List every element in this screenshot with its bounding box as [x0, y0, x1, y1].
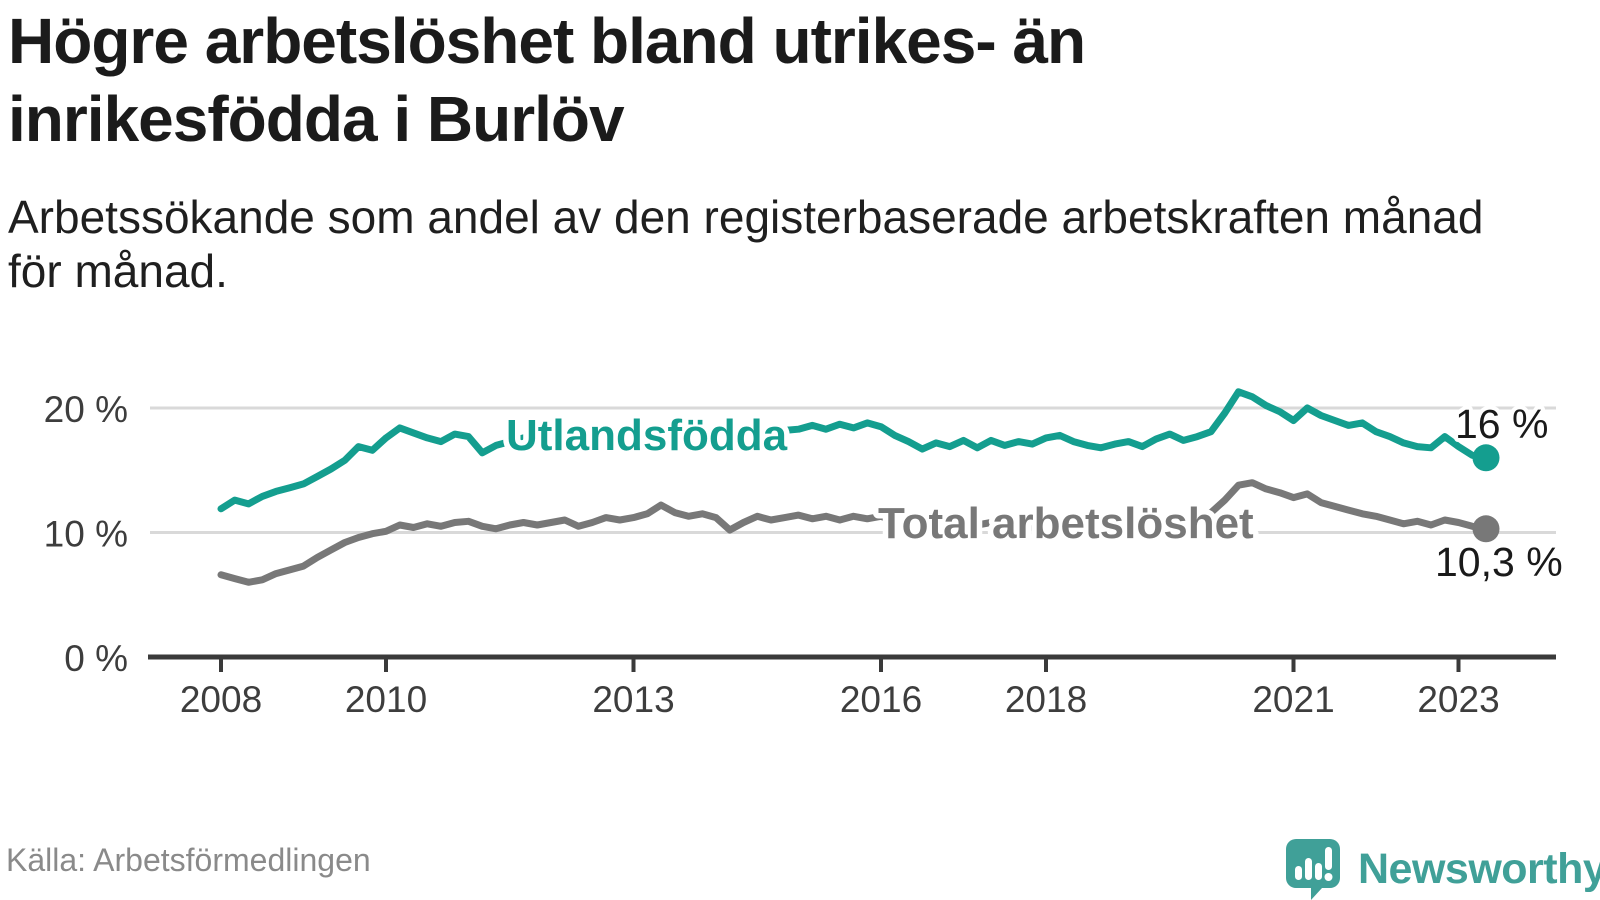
x-axis-label-2021: 2021: [1252, 679, 1334, 720]
utlandsfodda-line: [217, 388, 1490, 513]
bar-3: [1315, 863, 1322, 880]
page-title-line1: Högre arbetslöshet bland utrikes- än: [8, 5, 1086, 77]
total-arbetsloshet-end-value-label: 10,3 %: [1435, 539, 1563, 585]
chart-subtitle-line1: Arbetssökande som andel av den registerb…: [8, 191, 1484, 243]
total-arbetsloshet-series-label: Total arbetslöshet: [878, 499, 1254, 548]
x-axis-label-2018: 2018: [1005, 679, 1087, 720]
y-axis-label-20: 20 %: [44, 389, 128, 430]
y-axis-label-0: 0 %: [64, 638, 128, 679]
source-note: Källa: Arbetsförmedlingen: [6, 842, 371, 878]
x-axis-ticks: [219, 657, 1461, 672]
newsworthy-logo-icon: [1286, 839, 1340, 900]
utlandsfodda-series-label: Utlandsfödda: [506, 411, 788, 460]
x-axis-label-2010: 2010: [345, 679, 427, 720]
total-arbetsloshet-end-dot: [1472, 515, 1500, 543]
chart-subtitle-line2: för månad.: [8, 245, 228, 297]
exclamation-bar: [1325, 847, 1332, 870]
x-axis-labels: 2008 2010 2013 2016 2018 2021 2023: [180, 679, 1500, 720]
utlandsfodda-end-dot: [1472, 444, 1500, 472]
bar-2: [1305, 858, 1312, 880]
x-axis-label-2016: 2016: [840, 679, 922, 720]
page-title: Högre arbetslöshet bland utrikes- än inr…: [8, 2, 1086, 158]
y-axis-label-10: 10 %: [44, 514, 128, 555]
x-axis-label-2013: 2013: [592, 679, 674, 720]
series-lines: [217, 388, 1500, 586]
x-axis-label-2023: 2023: [1417, 679, 1499, 720]
exclamation-dot: [1324, 873, 1333, 881]
utlandsfodda-end-value-label: 16 %: [1455, 401, 1548, 447]
x-axis-label-2008: 2008: [180, 679, 262, 720]
brand-name: Newsworthy: [1358, 845, 1600, 893]
page-title-line2: inrikesfödda i Burlöv: [8, 83, 625, 155]
newsworthy-logo: Newsworthy: [1284, 838, 1600, 900]
bar-1: [1295, 866, 1302, 880]
speech-bubble-shape: [1286, 839, 1340, 900]
y-axis-labels: 0 % 10 % 20 %: [44, 389, 128, 679]
chart-subtitle: Arbetssökande som andel av den registerb…: [8, 190, 1483, 298]
total-arbetsloshet-line: [217, 479, 1490, 586]
